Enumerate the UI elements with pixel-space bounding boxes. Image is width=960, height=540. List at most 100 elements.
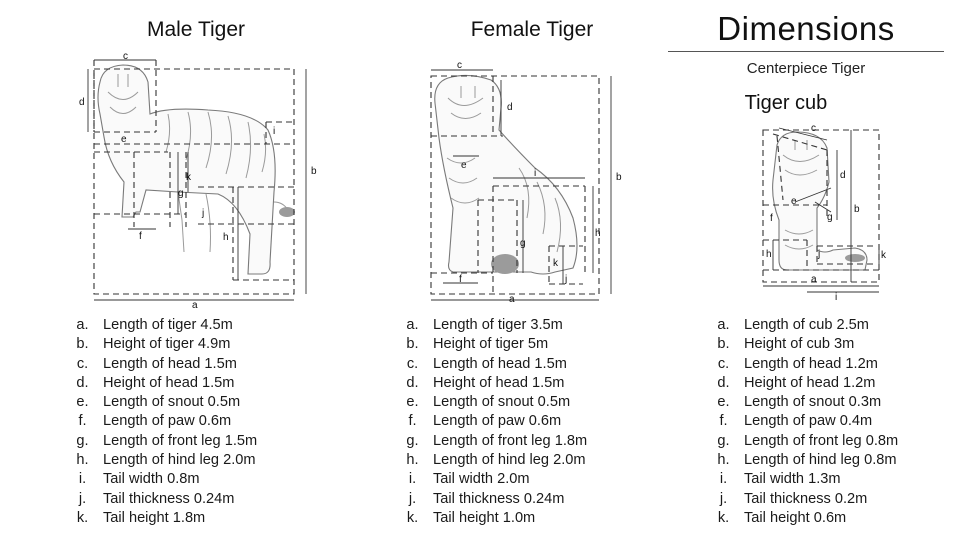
item-letter: c. bbox=[406, 355, 419, 372]
item-letter: g. bbox=[406, 432, 419, 449]
item-text: Length of hind leg 0.8m bbox=[744, 452, 897, 469]
item-text: Height of tiger 4.9m bbox=[103, 336, 231, 353]
item-text: Length of head 1.5m bbox=[433, 355, 567, 372]
heading-divider bbox=[668, 51, 944, 52]
list-item: d. Height of head 1.2m bbox=[703, 374, 898, 393]
list-item: c. Length of head 1.5m bbox=[392, 355, 587, 374]
item-text: Height of head 1.2m bbox=[744, 374, 876, 391]
label-g: g bbox=[827, 212, 833, 223]
tiger-cub-silhouette-icon bbox=[772, 131, 868, 271]
item-letter: j. bbox=[408, 490, 417, 507]
male-dimension-lines bbox=[87, 59, 307, 301]
label-k: k bbox=[881, 250, 887, 261]
item-letter: d. bbox=[717, 374, 730, 391]
item-letter: h. bbox=[406, 452, 419, 469]
tiger-cub-title: Tiger cub bbox=[744, 92, 828, 114]
list-item: h. Length of hind leg 0.8m bbox=[703, 451, 898, 470]
list-item: h. Length of hind leg 2.0m bbox=[392, 451, 587, 470]
item-letter: b. bbox=[76, 336, 89, 353]
male-dimension-labels: c d e f g k h i j b a bbox=[79, 51, 317, 311]
item-letter: e. bbox=[76, 394, 89, 411]
list-item: a. Length of cub 2.5m bbox=[703, 316, 898, 335]
item-letter: a. bbox=[717, 317, 730, 333]
label-h: h bbox=[595, 228, 601, 239]
list-item: h. Length of hind leg 2.0m bbox=[62, 451, 257, 470]
item-text: Length of snout 0.5m bbox=[433, 394, 571, 411]
cub-dimension-list: a. Length of cub 2.5m b. Height of cub 3m … bbox=[703, 316, 898, 528]
item-text: Length of front leg 1.8m bbox=[433, 432, 588, 449]
list-item: k. Tail height 1.0m bbox=[392, 509, 587, 528]
item-text: Length of front leg 0.8m bbox=[744, 432, 899, 449]
label-c: c bbox=[457, 60, 462, 71]
item-letter: c. bbox=[76, 355, 89, 372]
label-b: b bbox=[616, 172, 622, 183]
label-f: f bbox=[139, 231, 142, 242]
label-i: i bbox=[835, 292, 837, 303]
list-item: d. Height of head 1.5m bbox=[392, 374, 587, 393]
item-text: Tail width 0.8m bbox=[103, 471, 200, 488]
list-item: i. Tail width 0.8m bbox=[62, 470, 257, 489]
label-e: e bbox=[121, 134, 127, 145]
list-item: j. Tail thickness 0.24m bbox=[62, 490, 257, 509]
label-d: d bbox=[507, 102, 513, 113]
label-f: f bbox=[459, 274, 462, 285]
item-text: Tail height 1.8m bbox=[103, 509, 206, 526]
label-k: k bbox=[186, 172, 192, 183]
item-text: Length of front leg 1.5m bbox=[103, 432, 258, 449]
item-letter: d. bbox=[406, 374, 419, 391]
item-letter: a. bbox=[406, 317, 419, 333]
tiger-cub-figure: c d e g b f h j k a i bbox=[762, 123, 887, 303]
item-letter: j. bbox=[78, 490, 87, 507]
item-text: Tail thickness 0.2m bbox=[744, 490, 868, 507]
list-item: d. Height of head 1.5m bbox=[62, 374, 257, 393]
list-item: k. Tail height 1.8m bbox=[62, 509, 257, 528]
item-text: Length of snout 0.3m bbox=[744, 394, 882, 411]
item-text: Height of tiger 5m bbox=[433, 336, 549, 353]
item-text: Height of head 1.5m bbox=[433, 374, 565, 391]
label-g: g bbox=[178, 188, 184, 199]
female-dimension-list: a. Length of tiger 3.5m b. Height of tiger… bbox=[392, 316, 587, 528]
label-j: j bbox=[564, 274, 567, 285]
label-h: h bbox=[223, 232, 229, 243]
list-item: b. Height of tiger 5m bbox=[392, 335, 587, 354]
label-h: h bbox=[766, 249, 772, 260]
list-item: e. Length of snout 0.3m bbox=[703, 393, 898, 412]
item-letter: e. bbox=[717, 394, 730, 411]
item-text: Length of tiger 3.5m bbox=[433, 317, 563, 333]
female-dimension-lines bbox=[430, 69, 612, 301]
item-text: Height of cub 3m bbox=[744, 336, 855, 353]
item-letter: g. bbox=[76, 432, 89, 449]
item-text: Tail height 1.0m bbox=[433, 509, 536, 526]
female-dimension-labels: c d e i g h k j f b a bbox=[457, 60, 622, 305]
label-j: j bbox=[201, 208, 204, 219]
label-e: e bbox=[791, 196, 797, 207]
list-item: b. Height of cub 3m bbox=[703, 335, 898, 354]
dimensions-heading: Dimensions bbox=[717, 10, 895, 47]
male-tiger-diagram: c d e f g k h i j b a bbox=[78, 51, 323, 311]
label-g: g bbox=[520, 238, 526, 249]
label-d: d bbox=[840, 170, 846, 181]
list-item: e. Length of snout 0.5m bbox=[392, 393, 587, 412]
item-text: Length of paw 0.6m bbox=[433, 413, 562, 430]
list-item: a. Length of tiger 3.5m bbox=[392, 316, 587, 335]
item-text: Tail width 1.3m bbox=[744, 471, 841, 488]
item-text: Length of hind leg 2.0m bbox=[103, 452, 256, 469]
item-letter: b. bbox=[406, 336, 419, 353]
list-item: c. Length of head 1.5m bbox=[62, 355, 257, 374]
label-f: f bbox=[770, 213, 773, 224]
male-tiger-silhouette-icon bbox=[97, 64, 295, 275]
list-item: i. Tail width 1.3m bbox=[703, 470, 898, 489]
item-text: Length of head 1.5m bbox=[103, 355, 237, 372]
item-letter: i. bbox=[408, 471, 417, 488]
list-item: e. Length of snout 0.5m bbox=[62, 393, 257, 412]
label-d: d bbox=[79, 97, 85, 108]
item-text: Length of hind leg 2.0m bbox=[433, 452, 586, 469]
item-letter: d. bbox=[76, 374, 89, 391]
item-letter: f. bbox=[408, 413, 417, 430]
item-letter: c. bbox=[717, 355, 730, 372]
item-letter: b. bbox=[717, 336, 730, 353]
female-tiger-diagram: c d e i g h k j f b a bbox=[423, 58, 628, 305]
centerpiece-subtitle: Centerpiece Tiger bbox=[746, 60, 866, 77]
list-item: g. Length of front leg 1.8m bbox=[392, 432, 587, 451]
label-k: k bbox=[553, 258, 559, 269]
